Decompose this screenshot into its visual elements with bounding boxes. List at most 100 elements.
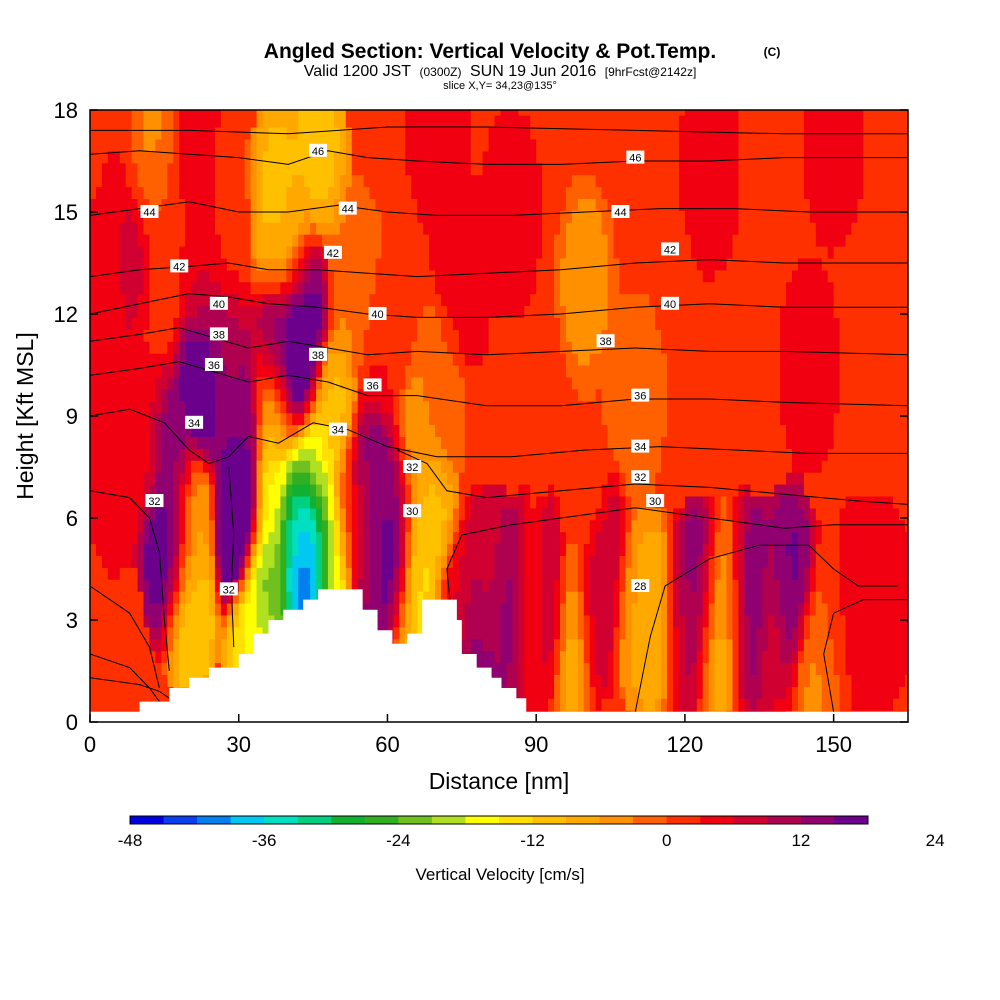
velocity-cell bbox=[595, 495, 603, 509]
velocity-cell bbox=[548, 222, 555, 235]
velocity-cell bbox=[458, 460, 466, 473]
velocity-cell bbox=[411, 365, 418, 378]
velocity-cell bbox=[333, 400, 341, 414]
velocity-cell bbox=[518, 329, 525, 342]
velocity-cell bbox=[292, 579, 299, 592]
velocity-cell bbox=[238, 341, 246, 354]
velocity-cell bbox=[399, 186, 406, 199]
velocity-cell bbox=[197, 150, 204, 164]
velocity-cell bbox=[149, 448, 157, 461]
velocity-cell bbox=[613, 329, 621, 342]
velocity-cell bbox=[167, 365, 174, 378]
velocity-cell bbox=[405, 138, 412, 152]
velocity-cell bbox=[357, 460, 365, 473]
velocity-cell bbox=[381, 174, 389, 188]
velocity-cell bbox=[339, 531, 347, 545]
velocity-cell bbox=[191, 281, 198, 295]
velocity-cell bbox=[524, 567, 531, 580]
velocity-cell bbox=[518, 365, 525, 378]
velocity-cell bbox=[536, 388, 543, 402]
velocity-cell bbox=[125, 400, 133, 414]
velocity-cell bbox=[405, 329, 412, 342]
velocity-cell bbox=[369, 424, 377, 437]
velocity-cell bbox=[226, 400, 234, 414]
velocity-cell bbox=[446, 150, 454, 164]
velocity-cell bbox=[203, 603, 210, 616]
velocity-cell bbox=[214, 341, 222, 354]
velocity-cell bbox=[203, 234, 210, 247]
velocity-cell bbox=[125, 519, 133, 533]
velocity-cell bbox=[101, 329, 109, 342]
velocity-cell bbox=[441, 257, 448, 271]
velocity-cell bbox=[411, 531, 418, 545]
velocity-cell bbox=[470, 436, 478, 449]
velocity-cell bbox=[482, 115, 490, 128]
velocity-cell bbox=[470, 222, 478, 235]
velocity-cell bbox=[405, 353, 412, 366]
velocity-cell bbox=[101, 603, 109, 616]
velocity-cell bbox=[381, 603, 389, 616]
velocity-cell bbox=[363, 317, 371, 330]
velocity-cell bbox=[179, 388, 186, 402]
velocity-cell bbox=[446, 198, 454, 211]
velocity-cell bbox=[649, 234, 656, 247]
velocity-cell bbox=[631, 222, 638, 235]
velocity-cell bbox=[173, 412, 180, 426]
velocity-cell bbox=[625, 115, 632, 128]
velocity-cell bbox=[351, 424, 359, 437]
velocity-cell bbox=[137, 150, 145, 164]
velocity-cell bbox=[203, 376, 210, 390]
velocity-cell bbox=[571, 110, 579, 116]
velocity-cell bbox=[452, 543, 460, 556]
velocity-cell bbox=[226, 460, 234, 473]
velocity-cell bbox=[143, 686, 151, 699]
velocity-cell bbox=[90, 567, 97, 580]
velocity-cell bbox=[322, 150, 329, 164]
velocity-cell bbox=[256, 436, 264, 449]
velocity-cell bbox=[429, 567, 436, 580]
velocity-cell bbox=[619, 591, 627, 604]
velocity-cell bbox=[327, 543, 335, 556]
velocity-cell bbox=[351, 293, 359, 307]
velocity-cell bbox=[232, 127, 240, 140]
velocity-cell bbox=[244, 460, 252, 473]
velocity-cell bbox=[250, 222, 258, 235]
velocity-cell bbox=[524, 234, 531, 247]
velocity-cell bbox=[155, 626, 162, 640]
velocity-cell bbox=[226, 138, 234, 152]
velocity-cell bbox=[274, 115, 281, 128]
velocity-cell bbox=[643, 555, 650, 568]
velocity-cell bbox=[363, 472, 371, 485]
velocity-cell bbox=[512, 305, 519, 318]
velocity-cell bbox=[512, 579, 519, 592]
velocity-cell bbox=[595, 110, 603, 116]
velocity-cell bbox=[435, 376, 442, 390]
velocity-cell bbox=[191, 150, 198, 164]
velocity-cell bbox=[208, 388, 216, 402]
velocity-cell bbox=[256, 198, 264, 211]
velocity-cell bbox=[571, 698, 579, 711]
velocity-cell bbox=[339, 436, 347, 449]
velocity-cell bbox=[185, 138, 192, 152]
velocity-cell bbox=[625, 448, 632, 461]
velocity-cell bbox=[208, 412, 216, 426]
velocity-cell bbox=[417, 412, 424, 426]
velocity-cell bbox=[304, 210, 311, 223]
velocity-cell bbox=[208, 222, 216, 235]
velocity-cell bbox=[131, 650, 139, 664]
velocity-cell bbox=[583, 353, 591, 366]
velocity-cell bbox=[143, 150, 151, 164]
velocity-cell bbox=[191, 234, 198, 247]
velocity-cell bbox=[369, 110, 377, 116]
velocity-cell bbox=[607, 484, 615, 497]
velocity-cell bbox=[268, 115, 276, 128]
velocity-cell bbox=[583, 365, 591, 378]
velocity-cell bbox=[423, 436, 430, 449]
velocity-cell bbox=[161, 519, 168, 533]
velocity-cell bbox=[399, 110, 406, 116]
velocity-cell bbox=[119, 376, 127, 390]
velocity-cell bbox=[113, 257, 121, 271]
velocity-cell bbox=[363, 555, 371, 568]
velocity-cell bbox=[327, 579, 335, 592]
velocity-cell bbox=[268, 472, 276, 485]
